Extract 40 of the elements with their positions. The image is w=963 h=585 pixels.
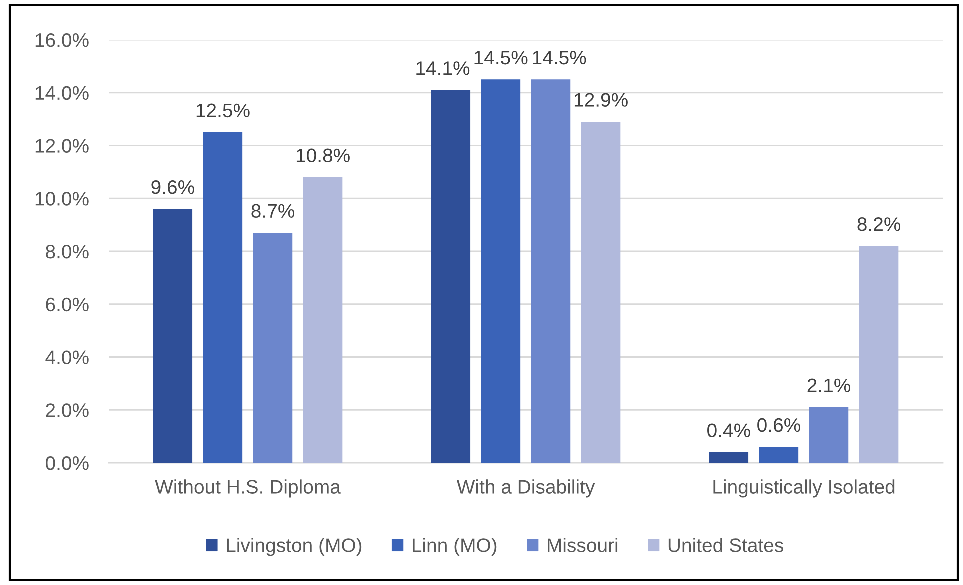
data-label: 12.5%: [196, 104, 250, 118]
y-tick-label: 14.0%: [36, 86, 89, 100]
bar: [203, 132, 243, 463]
bar: [481, 80, 521, 463]
x-tick-label: Without H.S. Diploma: [155, 480, 341, 498]
y-tick-label: 16.0%: [36, 33, 89, 48]
legend-label: Livingston (MO): [227, 538, 362, 556]
bar: [859, 246, 899, 463]
data-label: 8.7%: [252, 204, 294, 218]
bar: [431, 90, 471, 463]
bar: [709, 452, 749, 463]
y-tick-label: 6.0%: [46, 298, 89, 312]
data-label: 14.5%: [533, 51, 586, 65]
y-tick-label: 12.0%: [36, 139, 89, 153]
bar: [759, 447, 799, 463]
data-label: 10.8%: [296, 148, 350, 163]
legend-label: United States: [668, 538, 784, 552]
bar: [809, 407, 849, 463]
data-label: 2.1%: [808, 378, 850, 392]
y-tick-label: 2.0%: [46, 404, 89, 418]
data-label: 9.6%: [152, 180, 194, 194]
bar: [153, 209, 193, 463]
data-label: 12.9%: [574, 93, 628, 107]
bar: [303, 177, 343, 463]
legend-label: Missouri: [548, 538, 618, 552]
data-label: 14.5%: [474, 51, 528, 65]
x-tick-label: With a Disability: [456, 480, 596, 498]
data-label: 8.2%: [858, 217, 901, 232]
bar: [253, 232, 293, 463]
data-label: 0.4%: [708, 424, 750, 438]
y-tick-label: 8.0%: [46, 244, 89, 259]
y-tick-label: 10.0%: [36, 192, 89, 206]
y-tick-label: 4.0%: [46, 350, 89, 364]
legend-label: Linn (MO): [412, 538, 497, 556]
y-tick-label: 0.0%: [46, 456, 89, 470]
bar: [531, 80, 571, 463]
data-label: 14.1%: [416, 62, 470, 76]
bar: [581, 122, 621, 463]
data-label: 0.6%: [758, 418, 800, 432]
x-tick-label: Linguistically Isolated: [714, 480, 895, 498]
